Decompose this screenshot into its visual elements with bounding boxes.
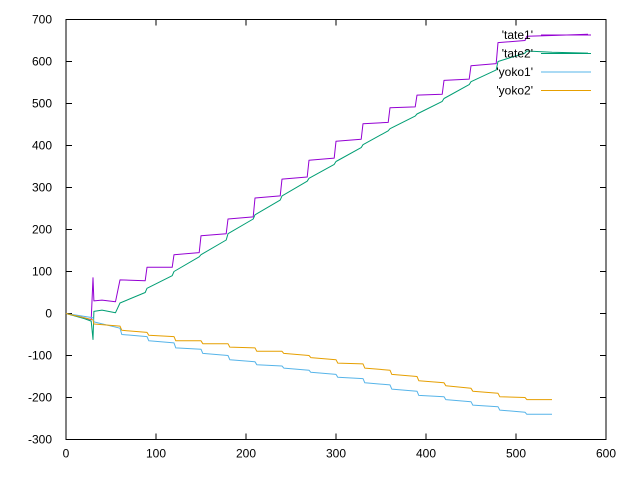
y-tick-label: -200 bbox=[28, 391, 52, 405]
plot-frame bbox=[65, 19, 607, 440]
legend-label: 'yoko2' bbox=[496, 84, 533, 98]
x-tick-label: 100 bbox=[146, 447, 166, 461]
series-line-3 bbox=[65, 313, 552, 401]
series-line-1 bbox=[65, 50, 589, 340]
y-tick-label: 700 bbox=[32, 13, 52, 27]
y-tick-label: 400 bbox=[32, 139, 52, 153]
x-tick-label: 600 bbox=[596, 447, 616, 461]
x-tick-label: 200 bbox=[236, 447, 256, 461]
axis-ticks: 0 100 200 300 400 500 600 -300 -200 -100 0 100 200 30… bbox=[28, 13, 616, 461]
y-tick-label: 0 bbox=[45, 307, 52, 321]
legend-label: 'yoko1' bbox=[496, 65, 533, 79]
x-tick-label: 500 bbox=[506, 447, 526, 461]
y-tick-label: 600 bbox=[32, 55, 52, 69]
series-line-0 bbox=[65, 33, 589, 321]
series-group bbox=[65, 33, 589, 415]
y-tick-label: 100 bbox=[32, 265, 52, 279]
series-line-2 bbox=[65, 313, 552, 415]
legend: 'tate1' 'tate2' 'yoko1' 'yoko2' bbox=[496, 28, 591, 98]
x-tick-label: 0 bbox=[63, 447, 70, 461]
y-tick-label: 300 bbox=[32, 181, 52, 195]
y-tick-label: -300 bbox=[28, 433, 52, 447]
y-tick-label: 500 bbox=[32, 97, 52, 111]
y-tick-label: -100 bbox=[28, 349, 52, 363]
x-tick-label: 300 bbox=[326, 447, 346, 461]
y-tick-label: 200 bbox=[32, 223, 52, 237]
x-tick-label: 400 bbox=[416, 447, 436, 461]
legend-label: 'tate1' bbox=[502, 28, 533, 42]
legend-label: 'tate2' bbox=[502, 47, 533, 61]
